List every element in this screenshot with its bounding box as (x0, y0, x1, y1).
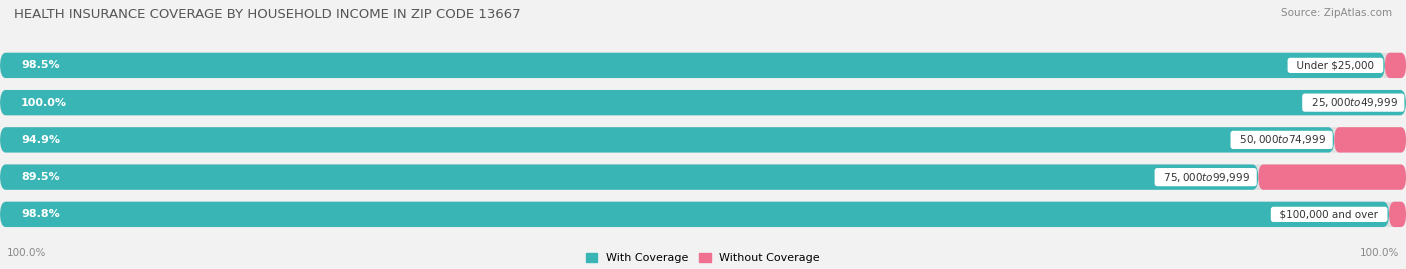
FancyBboxPatch shape (1389, 202, 1406, 227)
Text: 100.0%: 100.0% (7, 248, 46, 258)
FancyBboxPatch shape (0, 53, 1385, 78)
Text: Under $25,000: Under $25,000 (1291, 60, 1381, 70)
Text: $100,000 and over: $100,000 and over (1274, 209, 1385, 220)
FancyBboxPatch shape (0, 127, 1406, 153)
Text: 100.0%: 100.0% (1360, 248, 1399, 258)
Text: $75,000 to $99,999: $75,000 to $99,999 (1157, 171, 1254, 184)
FancyBboxPatch shape (0, 202, 1406, 227)
Text: HEALTH INSURANCE COVERAGE BY HOUSEHOLD INCOME IN ZIP CODE 13667: HEALTH INSURANCE COVERAGE BY HOUSEHOLD I… (14, 8, 520, 21)
Text: Source: ZipAtlas.com: Source: ZipAtlas.com (1281, 8, 1392, 18)
Text: 94.9%: 94.9% (21, 135, 60, 145)
FancyBboxPatch shape (0, 90, 1406, 115)
Text: 98.5%: 98.5% (21, 60, 59, 70)
FancyBboxPatch shape (0, 90, 1406, 115)
FancyBboxPatch shape (0, 164, 1258, 190)
FancyBboxPatch shape (0, 53, 1406, 78)
FancyBboxPatch shape (0, 202, 1389, 227)
FancyBboxPatch shape (1334, 127, 1406, 153)
Text: $25,000 to $49,999: $25,000 to $49,999 (1305, 96, 1402, 109)
Text: $50,000 to $74,999: $50,000 to $74,999 (1233, 133, 1330, 146)
Legend: With Coverage, Without Coverage: With Coverage, Without Coverage (586, 253, 820, 263)
FancyBboxPatch shape (0, 127, 1334, 153)
Text: 98.8%: 98.8% (21, 209, 60, 220)
FancyBboxPatch shape (1258, 164, 1406, 190)
FancyBboxPatch shape (1385, 53, 1406, 78)
Text: 89.5%: 89.5% (21, 172, 59, 182)
Text: 100.0%: 100.0% (21, 98, 67, 108)
FancyBboxPatch shape (0, 164, 1406, 190)
